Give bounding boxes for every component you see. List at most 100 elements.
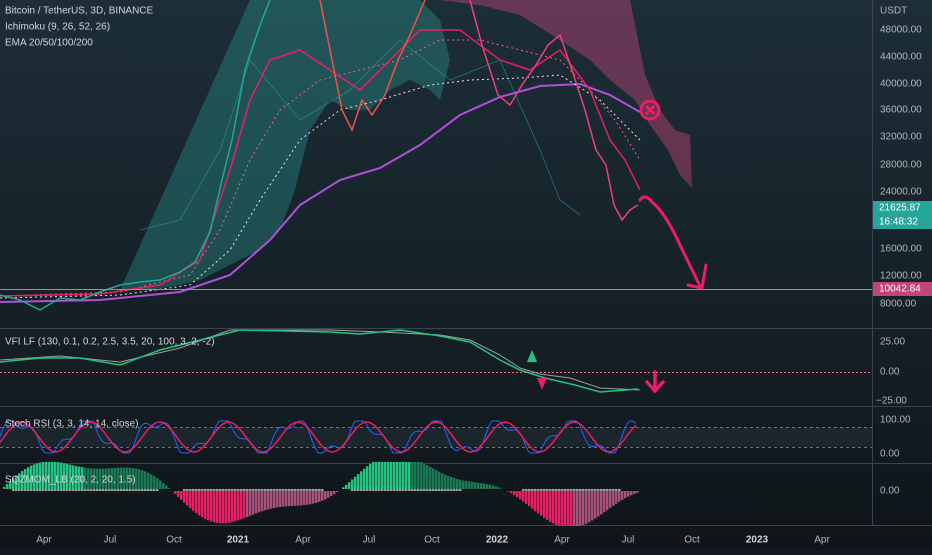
histogram-bar [222, 490, 225, 523]
histogram-bar [456, 479, 459, 490]
histogram-bar [387, 462, 390, 490]
price-label: 48000.00 [880, 25, 922, 36]
histogram-bar [210, 490, 213, 521]
squeeze-dot [600, 489, 603, 491]
histogram-bar [429, 467, 432, 490]
squeeze-dot [228, 489, 231, 491]
histogram-bar [576, 490, 579, 526]
histogram-bar [357, 474, 360, 490]
squeeze-dot [591, 489, 594, 491]
histogram-bar [306, 490, 309, 505]
squeeze-dot [393, 489, 396, 491]
squeeze-dot [174, 489, 177, 491]
histogram-bar [438, 472, 441, 490]
squeeze-dot [48, 489, 51, 491]
squeeze-dot [183, 489, 186, 491]
time-label: Apr [814, 535, 830, 546]
squeeze-dot [513, 489, 516, 491]
histogram-bar [234, 490, 237, 521]
squeeze-dot [57, 489, 60, 491]
squeeze-dot [528, 489, 531, 491]
squeeze-dot [150, 489, 153, 491]
indicator-title: Ichimoku (9, 26, 52, 26) [5, 22, 110, 33]
histogram-bar [351, 479, 354, 490]
squeeze-dot [399, 489, 402, 491]
squeeze-dot [459, 489, 462, 491]
squeeze-dot [345, 489, 348, 491]
histogram-bar [267, 490, 270, 509]
squeeze-dot [186, 489, 189, 491]
squeeze-dot [15, 489, 18, 491]
histogram-bar [294, 490, 297, 506]
histogram-bar [366, 466, 369, 490]
histogram-bar [540, 490, 543, 516]
time-label: Apr [295, 535, 311, 546]
squeeze-dot [447, 489, 450, 491]
price-label: 40000.00 [880, 79, 922, 90]
histogram-bar [465, 481, 468, 490]
squeeze-dot [252, 489, 255, 491]
price-label: 36000.00 [880, 105, 922, 116]
squeeze-dot [60, 489, 63, 491]
squeeze-dot [249, 489, 252, 491]
histogram-bar [159, 481, 162, 490]
histogram-bar [570, 490, 573, 526]
squeeze-dot [561, 489, 564, 491]
squeeze-dot [318, 489, 321, 491]
squeeze-dot [42, 489, 45, 491]
squeeze-dot [507, 489, 510, 491]
squeeze-dot [387, 489, 390, 491]
squeeze-dot [315, 489, 318, 491]
squeeze-dot [207, 489, 210, 491]
squeeze-dot [300, 489, 303, 491]
histogram-bar [414, 462, 417, 490]
histogram-bar [147, 473, 150, 490]
squeeze-dot [132, 489, 135, 491]
histogram-bar [624, 490, 627, 498]
histogram-bar [363, 469, 366, 490]
histogram-bar [192, 490, 195, 511]
histogram-bar [372, 462, 375, 490]
price-label: 8000.00 [880, 299, 917, 310]
histogram-bar [423, 463, 426, 490]
pane-label: 0.00 [880, 367, 900, 378]
squeeze-dot [189, 489, 192, 491]
squeeze-dot [582, 489, 585, 491]
squeeze-dot [564, 489, 567, 491]
squeeze-dot [456, 489, 459, 491]
squeeze-dot [78, 489, 81, 491]
squeeze-dot [135, 489, 138, 491]
squeeze-dot [45, 489, 48, 491]
histogram-bar [477, 483, 480, 490]
squeeze-dot [474, 489, 477, 491]
squeeze-dot [405, 489, 408, 491]
squeeze-dot [396, 489, 399, 491]
squeeze-dot [3, 489, 6, 491]
histogram-bar [582, 490, 585, 525]
histogram-bar [273, 490, 276, 508]
histogram-bar [609, 490, 612, 508]
price-label: 12000.00 [880, 271, 922, 282]
squeeze-dot [303, 489, 306, 491]
histogram-bar [225, 490, 228, 523]
squeeze-dot [453, 489, 456, 491]
squeeze-dot [180, 489, 183, 491]
histogram-bar [558, 490, 561, 526]
squeeze-dot [246, 489, 249, 491]
histogram-bar [309, 490, 312, 504]
squeeze-dot [114, 489, 117, 491]
squeeze-dot [327, 489, 330, 491]
histogram-bar [432, 468, 435, 490]
squeeze-dot [69, 489, 72, 491]
histogram-bar [354, 477, 357, 490]
histogram-bar [282, 490, 285, 507]
squeeze-dot [360, 489, 363, 491]
histogram-bar [435, 470, 438, 490]
histogram-bar [270, 490, 273, 509]
histogram-bar [348, 482, 351, 490]
squeeze-dot [222, 489, 225, 491]
squeeze-dot [231, 489, 234, 491]
squeeze-dot [126, 489, 129, 491]
squeeze-dot [366, 489, 369, 491]
histogram-bar [318, 490, 321, 502]
